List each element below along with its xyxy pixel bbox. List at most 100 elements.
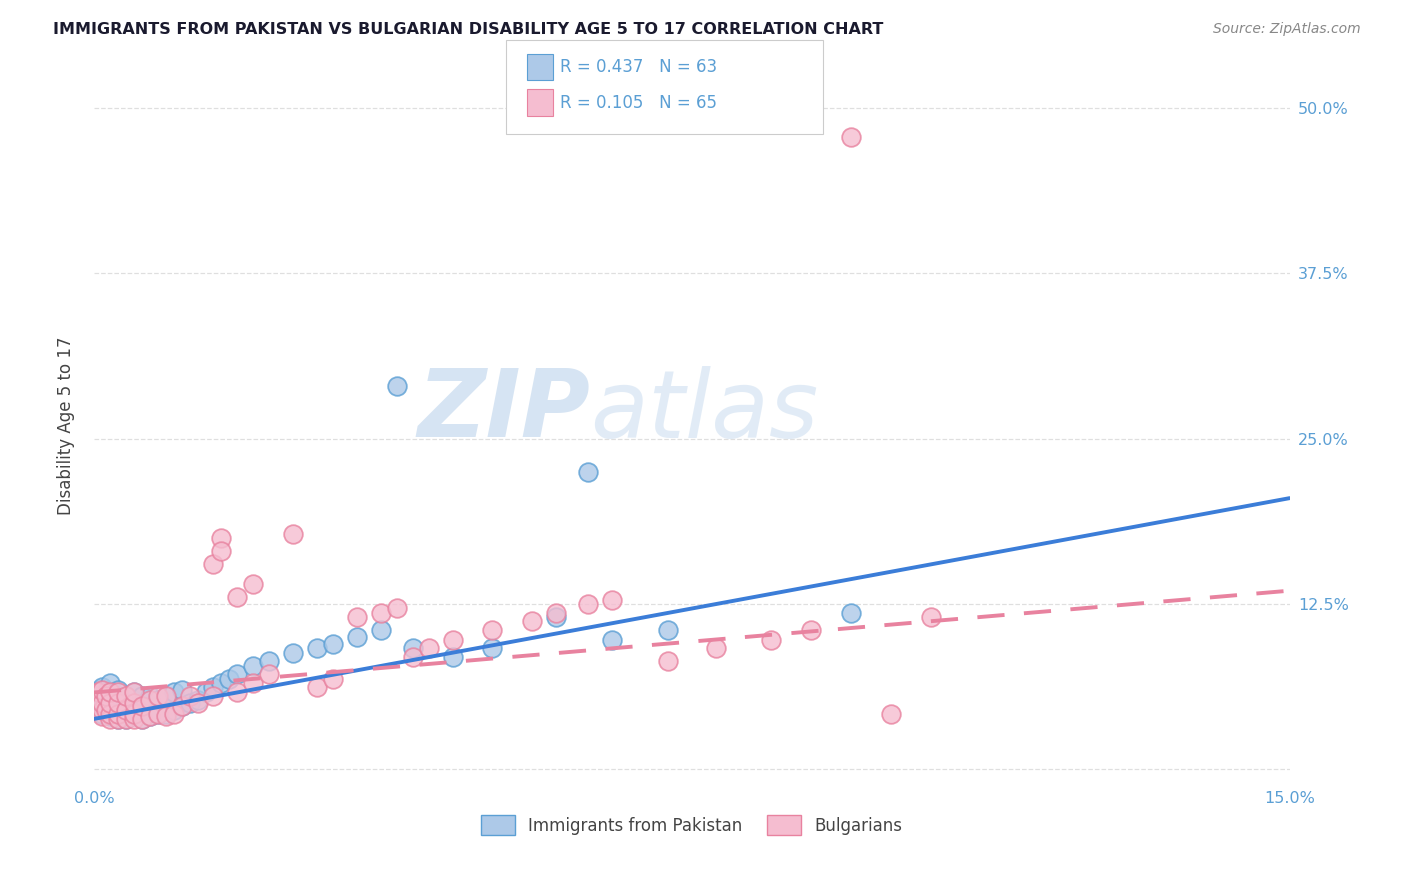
- Point: [138, 690, 160, 704]
- Point: [122, 712, 145, 726]
- Point: [94, 703, 117, 717]
- Point: [155, 690, 177, 704]
- Point: [307, 680, 329, 694]
- Point: [418, 640, 440, 655]
- Point: [107, 706, 129, 721]
- Point: [114, 712, 136, 726]
- Point: [146, 706, 169, 721]
- Point: [131, 690, 153, 704]
- Point: [90, 698, 112, 713]
- Point: [187, 693, 209, 707]
- Point: [402, 649, 425, 664]
- Point: [307, 640, 329, 655]
- Point: [242, 577, 264, 591]
- Point: [94, 685, 117, 699]
- Point: [90, 709, 112, 723]
- Point: [170, 682, 193, 697]
- Point: [107, 685, 129, 699]
- Point: [226, 591, 249, 605]
- Point: [194, 685, 217, 699]
- Point: [107, 706, 129, 721]
- Point: [346, 610, 368, 624]
- Point: [98, 696, 121, 710]
- Point: [170, 698, 193, 713]
- Point: [146, 690, 169, 704]
- Point: [122, 709, 145, 723]
- Point: [179, 690, 201, 704]
- Point: [370, 624, 392, 638]
- Point: [98, 685, 121, 699]
- Point: [90, 706, 112, 721]
- Point: [131, 712, 153, 726]
- Point: [481, 624, 503, 638]
- Point: [242, 676, 264, 690]
- Point: [98, 685, 121, 699]
- Text: R = 0.437   N = 63: R = 0.437 N = 63: [560, 58, 717, 76]
- Point: [155, 706, 177, 721]
- Point: [226, 667, 249, 681]
- Point: [146, 706, 169, 721]
- Point: [283, 526, 305, 541]
- Point: [107, 698, 129, 713]
- Point: [441, 632, 464, 647]
- Point: [98, 676, 121, 690]
- Point: [385, 600, 408, 615]
- Point: [89, 682, 111, 697]
- Point: [90, 696, 112, 710]
- Point: [122, 685, 145, 699]
- Point: [138, 698, 160, 713]
- Text: atlas: atlas: [591, 366, 818, 457]
- Point: [114, 703, 136, 717]
- Point: [94, 703, 117, 717]
- Point: [122, 696, 145, 710]
- Text: ZIP: ZIP: [418, 365, 591, 458]
- Point: [211, 544, 233, 558]
- Point: [131, 698, 153, 713]
- Point: [657, 624, 679, 638]
- Point: [202, 680, 225, 694]
- Point: [122, 706, 145, 721]
- Point: [98, 703, 121, 717]
- Point: [114, 690, 136, 704]
- Point: [259, 654, 281, 668]
- Text: Source: ZipAtlas.com: Source: ZipAtlas.com: [1213, 22, 1361, 37]
- Point: [546, 610, 568, 624]
- Point: [131, 712, 153, 726]
- Point: [107, 712, 129, 726]
- Point: [259, 667, 281, 681]
- Point: [155, 709, 177, 723]
- Point: [94, 690, 117, 704]
- Point: [346, 630, 368, 644]
- Point: [211, 531, 233, 545]
- Point: [576, 597, 599, 611]
- Point: [87, 690, 110, 704]
- Text: R = 0.105   N = 65: R = 0.105 N = 65: [560, 94, 717, 112]
- Point: [122, 693, 145, 707]
- Point: [218, 672, 240, 686]
- Point: [114, 690, 136, 704]
- Point: [98, 709, 121, 723]
- Point: [107, 690, 129, 704]
- Point: [90, 690, 112, 704]
- Point: [146, 693, 169, 707]
- Point: [98, 712, 121, 726]
- Point: [98, 696, 121, 710]
- Point: [170, 698, 193, 713]
- Point: [283, 646, 305, 660]
- Point: [138, 709, 160, 723]
- Point: [163, 703, 186, 717]
- Y-axis label: Disability Age 5 to 17: Disability Age 5 to 17: [58, 336, 75, 515]
- Point: [481, 640, 503, 655]
- Point: [122, 703, 145, 717]
- Point: [90, 703, 112, 717]
- Point: [138, 693, 160, 707]
- Point: [163, 685, 186, 699]
- Point: [87, 685, 110, 699]
- Point: [761, 632, 783, 647]
- Point: [441, 649, 464, 664]
- Point: [800, 624, 823, 638]
- Point: [242, 659, 264, 673]
- Point: [657, 654, 679, 668]
- Point: [211, 676, 233, 690]
- Point: [98, 706, 121, 721]
